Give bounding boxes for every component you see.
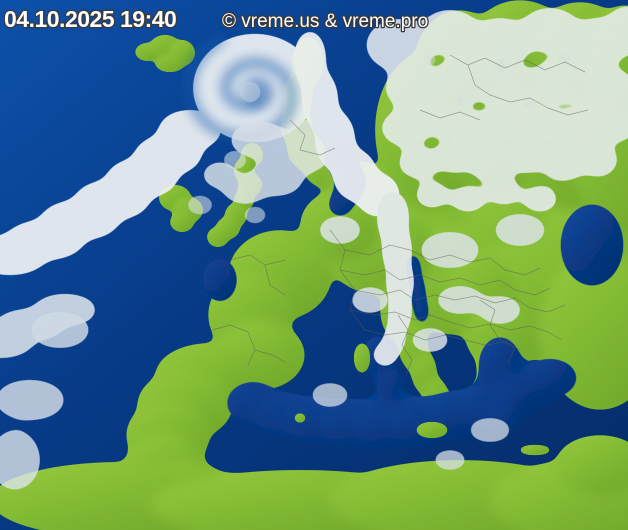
svg-text:© vreme.us & vreme.pro: © vreme.us & vreme.pro bbox=[222, 11, 428, 32]
svg-text:04.10.2025 19:40: 04.10.2025 19:40 bbox=[4, 6, 176, 32]
